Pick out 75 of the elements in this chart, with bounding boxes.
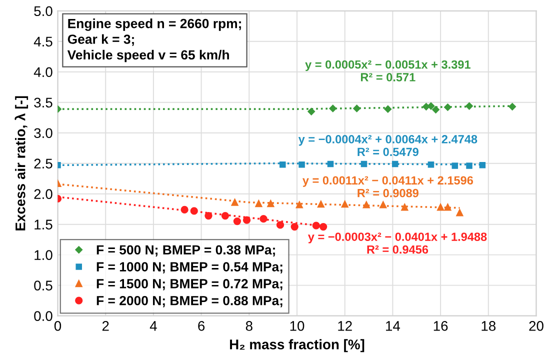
annotation: y = 0.0011x² − 0.0411x + 2.1596 R² = 0.9089 bbox=[302, 176, 474, 198]
point bbox=[437, 204, 444, 211]
point bbox=[452, 162, 458, 169]
point bbox=[329, 104, 337, 112]
point bbox=[260, 215, 268, 223]
annotation: Engine speed n = 2660 rpm; Gear k = 3; Vehicle speed v = 65 km/h bbox=[67, 18, 241, 62]
legend-label: F = 500 N; BMEP = 0.38 MPa; bbox=[96, 245, 275, 256]
point bbox=[362, 201, 370, 208]
point bbox=[312, 222, 320, 230]
x-tick-label: 10 bbox=[290, 321, 304, 331]
point bbox=[296, 201, 303, 208]
point bbox=[444, 204, 452, 211]
y-tick-label: 2.0 bbox=[34, 189, 52, 200]
y-tick-label: 5.0 bbox=[34, 6, 52, 16]
point bbox=[204, 212, 212, 220]
point bbox=[180, 206, 188, 214]
point bbox=[255, 200, 262, 208]
point bbox=[432, 106, 440, 114]
point bbox=[233, 217, 242, 226]
legend-label: F = 1500 N; BMEP = 0.72 MPa; bbox=[96, 279, 282, 290]
point bbox=[290, 222, 298, 231]
x-axis-title: H₂ mass fraction [%] bbox=[230, 339, 364, 352]
point bbox=[190, 207, 198, 215]
annotation: y = −0.0004x² + 0.0064x + 2.4748 R² = 0.5479 bbox=[298, 135, 478, 156]
point bbox=[360, 160, 368, 168]
point bbox=[320, 222, 328, 231]
y-tick-label: 1.0 bbox=[34, 250, 52, 260]
x-tick-label: 12 bbox=[338, 321, 352, 331]
x-tick-label: 14 bbox=[386, 321, 400, 331]
point bbox=[479, 162, 486, 168]
y-tick-label: 4.5 bbox=[34, 36, 52, 47]
point bbox=[221, 212, 230, 220]
point bbox=[308, 108, 315, 116]
y-tick-label: 4.0 bbox=[34, 67, 52, 78]
point bbox=[317, 200, 324, 208]
point bbox=[401, 204, 408, 211]
point bbox=[427, 102, 435, 110]
y-tick-label: 3.5 bbox=[34, 98, 52, 108]
annotation: y = −0.0003x² − 0.0401x + 1.9488 R² = 0.9456 bbox=[308, 232, 487, 254]
x-tick-label: 16 bbox=[434, 321, 448, 331]
point bbox=[384, 105, 392, 113]
x-tick-label: 18 bbox=[482, 321, 496, 331]
point bbox=[466, 162, 472, 169]
point bbox=[508, 102, 516, 110]
x-tick-label: 0 bbox=[54, 321, 62, 331]
x-tick-label: 4 bbox=[150, 321, 157, 331]
legend-label: F = 1000 N; BMEP = 0.54 MPa; bbox=[96, 262, 282, 274]
point bbox=[466, 102, 473, 110]
y-tick-label: 0.0 bbox=[34, 311, 52, 321]
y-tick-label: 2.5 bbox=[34, 158, 52, 169]
point bbox=[428, 161, 434, 168]
legend-label: F = 2000 N; BMEP = 0.88 MPa; bbox=[96, 296, 282, 308]
point bbox=[422, 102, 430, 110]
point bbox=[231, 198, 238, 206]
y-axis-title: Excess air ratio, λ [-] bbox=[14, 96, 28, 230]
point bbox=[276, 221, 284, 229]
annotation: y = 0.0005x² − 0.0051x + 3.391 R² = 0.571 bbox=[305, 60, 470, 82]
y-tick-label: 0.5 bbox=[34, 280, 52, 290]
x-tick-label: 20 bbox=[529, 321, 544, 331]
point bbox=[353, 104, 360, 112]
x-tick-label: 6 bbox=[198, 321, 205, 331]
point bbox=[267, 200, 274, 208]
x-tick-label: 8 bbox=[246, 321, 252, 331]
point bbox=[280, 161, 286, 168]
point bbox=[444, 104, 452, 111]
y-tick-label: 3.0 bbox=[34, 128, 52, 138]
y-tick-label: 1.5 bbox=[34, 220, 52, 230]
point bbox=[298, 161, 305, 168]
point bbox=[341, 200, 348, 208]
x-tick-label: 2 bbox=[102, 321, 109, 331]
point bbox=[392, 160, 398, 168]
point bbox=[327, 160, 334, 168]
point bbox=[456, 209, 464, 216]
point bbox=[242, 216, 251, 224]
point bbox=[380, 201, 387, 208]
